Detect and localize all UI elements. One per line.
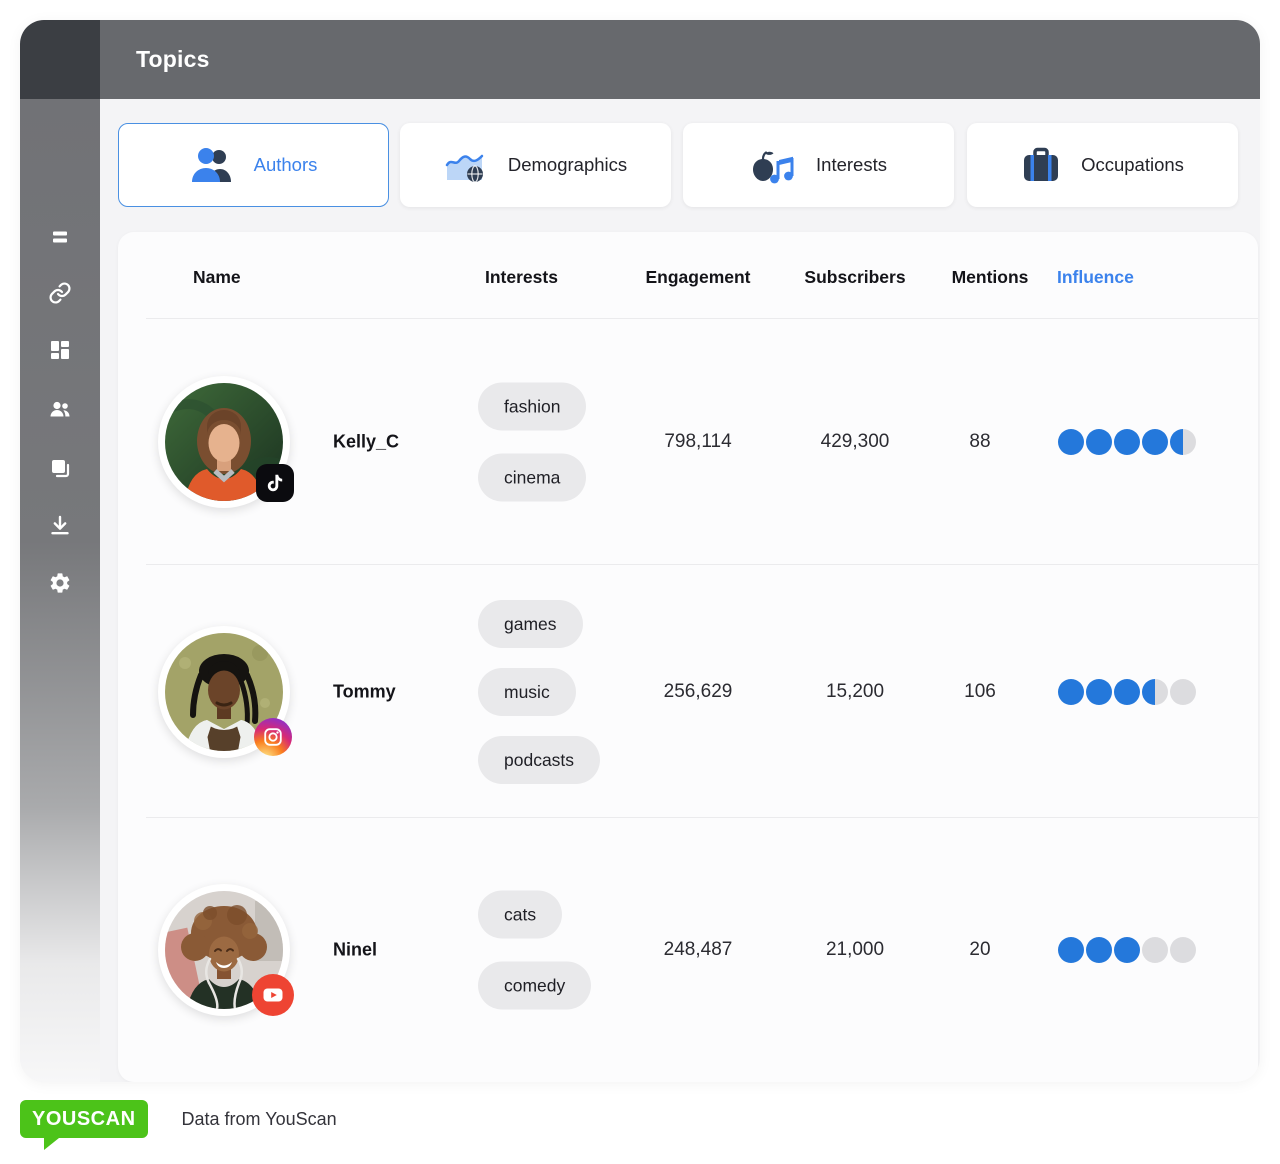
- tab-label: Authors: [253, 154, 318, 175]
- header-bar: Topics: [100, 20, 1260, 99]
- mentions-value: 20: [969, 939, 991, 960]
- influence-dot: [1142, 678, 1168, 705]
- influence-dot: [1086, 678, 1112, 705]
- column-header-influence[interactable]: Influence: [1057, 266, 1134, 287]
- interests-icon: [750, 146, 796, 184]
- avatar: [158, 884, 294, 1016]
- influence-dot: [1170, 678, 1196, 705]
- subscribers-value: 15,200: [825, 680, 885, 702]
- instagram-badge-icon: [254, 717, 292, 756]
- engagement-value: 256,629: [663, 680, 733, 702]
- sidebar-top-corner: [20, 20, 100, 99]
- avatar-photo-tommy: [165, 632, 283, 751]
- mentions-value: 88: [969, 431, 991, 452]
- column-header-engagement: Engagement: [645, 266, 751, 287]
- author-name: Tommy: [333, 681, 396, 701]
- page-title: Topics: [136, 46, 210, 72]
- influence-dot: [1114, 429, 1140, 455]
- tab-demographics[interactable]: Demographics: [400, 123, 671, 207]
- interest-tags: fashion cinema: [478, 382, 587, 502]
- tab-label: Demographics: [507, 154, 628, 175]
- influence-dot: [1170, 937, 1196, 963]
- menu-icon[interactable]: [48, 225, 72, 249]
- influence-dot: [1086, 429, 1112, 455]
- author-name: Ninel: [333, 939, 378, 960]
- avatar: [158, 376, 294, 508]
- youscan-logo-tail: [44, 1138, 59, 1150]
- tiktok-badge-icon: [256, 464, 294, 502]
- tab-label: Occupations: [1081, 154, 1184, 175]
- authors-icon: [190, 146, 234, 184]
- download-icon[interactable]: [48, 513, 72, 537]
- influence-dot: [1086, 937, 1112, 963]
- youtube-badge-icon: [252, 974, 294, 1016]
- tab-occupations[interactable]: Occupations: [967, 123, 1238, 207]
- authors-table: Name Interests Engagement Subscribers Me…: [118, 232, 1258, 1082]
- influence-dot: [1170, 429, 1196, 455]
- column-header-name: Name: [193, 266, 241, 287]
- influence-dot: [1058, 678, 1084, 705]
- avatar: [158, 625, 292, 758]
- engagement-value: 248,487: [663, 939, 733, 960]
- dashboard-icon[interactable]: [48, 338, 72, 362]
- table-row[interactable]: Kelly_C fashion cinema 798,114 429,300 8…: [118, 319, 1258, 565]
- youscan-logo: YOUSCAN: [20, 1100, 148, 1150]
- influence-dot: [1114, 678, 1140, 705]
- link-icon[interactable]: [48, 281, 72, 305]
- interest-tag: cinema: [478, 453, 587, 502]
- column-header-subscribers: Subscribers: [804, 266, 906, 287]
- mentions-value: 106: [964, 680, 996, 702]
- influence-dot: [1058, 429, 1084, 455]
- engagement-value: 798,114: [664, 431, 732, 452]
- table-row[interactable]: Tommy games music podcasts 256,629 15,20…: [118, 565, 1258, 818]
- users-icon[interactable]: [48, 397, 72, 421]
- influence-rating: [1058, 678, 1196, 705]
- interest-tag: podcasts: [478, 735, 601, 784]
- interest-tags: games music podcasts: [478, 599, 601, 784]
- occupations-icon: [1021, 146, 1061, 184]
- youscan-logo-text: YOUSCAN: [32, 1107, 136, 1130]
- column-header-interests: Interests: [485, 266, 558, 287]
- footer: YOUSCAN Data from YouScan: [20, 1100, 337, 1150]
- tab-interests[interactable]: Interests: [683, 123, 954, 207]
- interest-tag: music: [478, 667, 576, 716]
- sidebar: [20, 99, 100, 1082]
- subscribers-value: 21,000: [825, 939, 885, 960]
- interest-tag: games: [478, 599, 583, 648]
- tab-label: Interests: [816, 154, 887, 175]
- app-window: Topics: [20, 20, 1260, 1082]
- influence-dot: [1142, 429, 1168, 455]
- table-header-row: Name Interests Engagement Subscribers Me…: [118, 232, 1258, 319]
- demographics-icon: [444, 146, 488, 184]
- data-source-caption: Data from YouScan: [181, 1108, 337, 1129]
- influence-dot: [1058, 937, 1084, 963]
- influence-rating: [1058, 429, 1196, 455]
- settings-icon[interactable]: [48, 571, 72, 595]
- table-row[interactable]: Ninel cats comedy 248,487 21,000 20: [118, 818, 1258, 1082]
- interest-tags: cats comedy: [478, 890, 592, 1010]
- author-name: Kelly_C: [333, 431, 400, 452]
- column-header-mentions: Mentions: [951, 266, 1029, 287]
- interest-tag: comedy: [478, 961, 592, 1010]
- influence-dot: [1142, 937, 1168, 963]
- interest-tag: cats: [478, 890, 563, 939]
- interest-tag: fashion: [478, 382, 587, 431]
- copy-icon[interactable]: [48, 456, 72, 480]
- influence-rating: [1058, 937, 1196, 963]
- subscribers-value: 429,300: [820, 431, 890, 452]
- influence-dot: [1114, 937, 1140, 963]
- tab-authors[interactable]: Authors: [118, 123, 389, 207]
